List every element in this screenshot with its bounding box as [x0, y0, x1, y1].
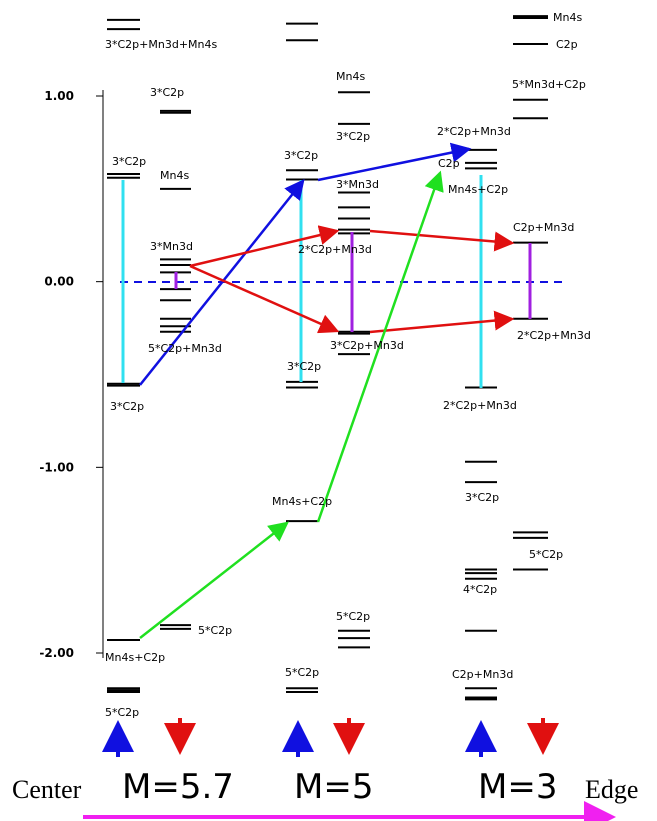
level-label: 3*C2p: [110, 400, 144, 413]
level-label: Mn4s+C2p: [448, 183, 508, 196]
level-label: 3*C2p: [287, 360, 321, 373]
arrow: [189, 264, 340, 334]
transitions: [121, 175, 532, 388]
level-label: 3*C2p+Mn3d: [330, 339, 404, 352]
arrow: [369, 310, 515, 334]
level-label: 5*C2p: [529, 548, 563, 561]
arrows: [83, 142, 616, 821]
level-label: 5*C2p: [198, 624, 232, 637]
level-label: 5*C2p: [336, 610, 370, 623]
footer-m: M=5.7: [122, 767, 234, 807]
arrow: [189, 225, 340, 268]
labels: 3*C2p+Mn3d+Mn4s 3*C2p 3*C2p Mn4s 3*Mn3d 5*C2p…: [105, 11, 591, 719]
level-label: 3*C2p+Mn3d+Mn4s: [105, 38, 217, 51]
level-label: C2p+Mn3d: [513, 221, 574, 234]
tick-label: 1.00: [44, 89, 74, 103]
level-label: 3*C2p: [284, 149, 318, 162]
level-label: 5*C2p: [105, 706, 139, 719]
level-label: C2p: [556, 38, 578, 51]
footer-m: M=5: [294, 767, 373, 807]
level-label: 5*Mn3d+C2p: [512, 78, 586, 91]
level-label: 2*C2p+Mn3d: [443, 399, 517, 412]
level-label: 2*C2p+Mn3d: [517, 329, 591, 342]
level-label: 3*Mn3d: [336, 178, 379, 191]
ticks: 1.00 0.00 -1.00 -2.00: [39, 89, 103, 660]
level-label: 3*C2p: [465, 491, 499, 504]
level-label: Mn4s: [336, 70, 365, 83]
footer-right: Edge: [585, 775, 638, 804]
footer-m: M=3: [478, 767, 557, 807]
level-label: C2p+Mn3d: [452, 668, 513, 681]
level-label: 2*C2p+Mn3d: [437, 125, 511, 138]
level-label: C2p: [438, 157, 460, 170]
tick-label: 0.00: [44, 275, 74, 289]
level-label: 2*C2p+Mn3d: [298, 243, 372, 256]
arrow: [139, 521, 289, 639]
level-label: 5*C2p: [285, 666, 319, 679]
level-label: Mn4s: [160, 169, 189, 182]
arrow: [316, 170, 444, 523]
tick-label: -1.00: [39, 460, 74, 474]
level-label: 3*C2p: [336, 130, 370, 143]
level-label: Mn4s+C2p: [105, 651, 165, 664]
level-label: 4*C2p: [463, 583, 497, 596]
arrow: [139, 179, 305, 386]
level-label: 5*C2p+Mn3d: [148, 342, 222, 355]
level-label: Mn4s+C2p: [272, 495, 332, 508]
level-label: 3*C2p: [112, 155, 146, 168]
arrow: [317, 142, 472, 182]
level-label: 3*Mn3d: [150, 240, 193, 253]
arrow: [369, 229, 515, 252]
level-label: 3*C2p: [150, 86, 184, 99]
footer-left: Center: [12, 775, 82, 804]
tick-label: -2.00: [39, 646, 74, 660]
level-label: Mn4s: [553, 11, 582, 24]
